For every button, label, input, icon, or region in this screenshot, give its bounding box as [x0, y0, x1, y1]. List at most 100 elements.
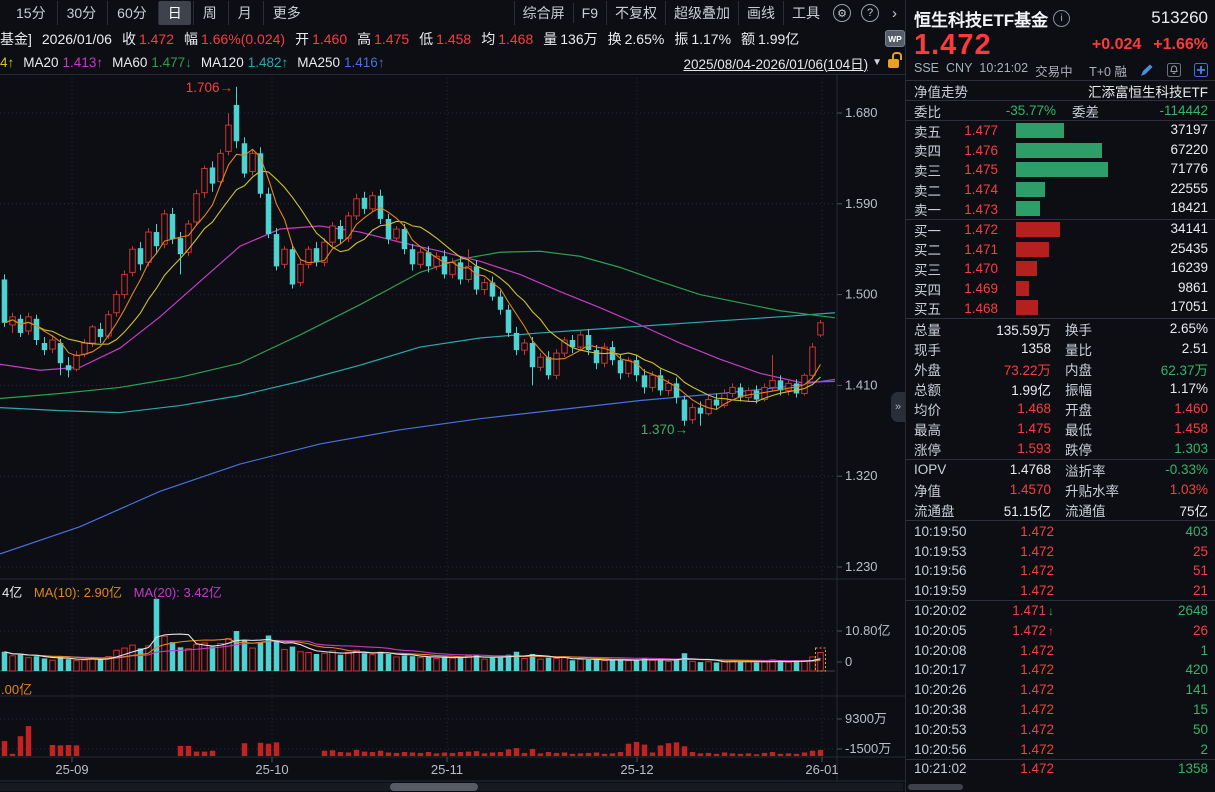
panel-expander-handle[interactable]: » [891, 392, 905, 422]
tool-F9[interactable]: F9 [572, 3, 606, 23]
tick-price: 1.472 [1020, 702, 1054, 717]
fund-full-name: 汇添富恒生科技ETF [1088, 84, 1208, 100]
weibi-label: 委比 [914, 104, 941, 120]
edit-icon[interactable] [1139, 63, 1154, 78]
time-sales-list[interactable]: 10:19:50 1.472 403 10:19:53 1.472 25 10:19:56 1… [906, 521, 1215, 778]
tick-row[interactable]: 10:20:53 1.472 50 [906, 719, 1215, 739]
tab-月[interactable]: 月 [227, 1, 261, 25]
queue-volume-bar [1016, 280, 1029, 296]
tick-price: 1.472 [1020, 563, 1054, 579]
stat-label: 溢折率 [1065, 463, 1106, 479]
stat-value: 1.593 [1017, 441, 1051, 457]
tool-超级叠加[interactable]: 超级叠加 [665, 1, 738, 25]
svg-text:1.410: 1.410 [845, 377, 878, 392]
tick-row[interactable]: 10:20:38 1.472 15 [906, 699, 1215, 719]
tab-15分[interactable]: 15分 [16, 5, 46, 21]
tick-row[interactable]: 10:20:02 1.471 ↓ 2648 [906, 600, 1215, 620]
date-range-control[interactable]: 2025/08/04-2026/01/06(104日) ▼ [683, 52, 905, 73]
tick-row[interactable]: 10:19:50 1.472 403 [906, 521, 1215, 541]
tick-row[interactable]: 10:20:05 1.472 ↑ 26 [906, 620, 1215, 640]
tick-row[interactable]: 10:20:26 1.472 141 [906, 679, 1215, 699]
info-icon[interactable]: i [1053, 9, 1071, 27]
kline-chart-area[interactable]: 1.706→ 1.370→ 1.680 1.590 1.500 1.410 1.320 1.2… [0, 74, 905, 792]
svg-text:0: 0 [845, 654, 852, 669]
stat-value: 1.17% [1169, 381, 1208, 397]
weibi-value: -35.77% [1005, 103, 1056, 118]
svg-text:-1500万: -1500万 [845, 741, 891, 756]
stat-value: 1.468 [1017, 401, 1051, 417]
svg-text:1.320: 1.320 [845, 468, 878, 483]
tick-row[interactable]: 10:20:56 1.472 2 [906, 739, 1215, 759]
alert-bell-icon[interactable] [1166, 63, 1181, 78]
chevron-down-icon[interactable]: ▼ [872, 57, 882, 68]
tick-arrow-icon: ↓ [1048, 604, 1054, 619]
tick-price: 1.472 [1020, 721, 1054, 737]
unlock-icon[interactable] [888, 52, 902, 68]
stat-value: 62.37万 [1160, 362, 1208, 378]
tick-price: 1.472 [1020, 741, 1054, 757]
queue-qty: 34141 [1170, 220, 1208, 236]
tick-row[interactable]: 10:19:56 1.472 51 [906, 561, 1215, 581]
nav-trend-label[interactable]: 净值走势 [914, 84, 968, 100]
tick-row[interactable]: 10:20:08 1.472 1 [906, 640, 1215, 660]
queue-bar-wrap: 17051 [1010, 298, 1208, 318]
tick-row[interactable]: 10:21:02 1.472 1358 [906, 758, 1215, 779]
chevron-right-icon[interactable]: › [892, 4, 897, 22]
tab-日[interactable]: 日 [157, 1, 191, 25]
tool-不复权[interactable]: 不复权 [606, 1, 665, 25]
tab-更多[interactable]: 更多 [262, 1, 310, 25]
tick-qty: 26 [1192, 622, 1208, 638]
tick-price: 1.472 [1020, 662, 1054, 678]
tick-price-wrap: 1.472 [990, 682, 1054, 697]
ma-legend-row: 4↑ MA20 1.413↑ MA60 1.477↓ MA120 1.482↑ MA250 1… [0, 51, 905, 75]
queue-bar-wrap: 67220 [1010, 141, 1208, 161]
svg-text:1.500: 1.500 [845, 287, 878, 302]
gear-icon[interactable]: ⚙ [833, 4, 851, 22]
queue-level-label: 卖三 [914, 163, 941, 179]
quote-item-高: 高 1.475 [357, 30, 410, 47]
ma-prefix: 4↑ [0, 55, 15, 70]
tick-price: 1.472 [1020, 761, 1054, 777]
tick-time: 10:20:02 [914, 603, 967, 619]
bid-row: 买二 1.471 25435 [906, 240, 1215, 260]
stats-row: 总量 135.59万 换手 2.65% [906, 319, 1215, 339]
panel-scrollbar-thumb[interactable] [908, 784, 963, 790]
date-range-text[interactable]: 2025/08/04-2026/01/06(104日) [683, 56, 869, 72]
stat-label: 最高 [914, 422, 941, 438]
tick-price-wrap: 1.472 [990, 544, 1054, 559]
ask-row: 卖一 1.473 18421 [906, 199, 1215, 219]
tick-arrow-icon: ↑ [1048, 623, 1054, 638]
tick-time: 10:20:56 [914, 741, 967, 757]
tab-60分[interactable]: 60分 [107, 1, 156, 25]
quote-item-收: 收 1.472 [121, 30, 175, 47]
volume-ma10-label: MA(10): 2.90亿 [33, 585, 123, 600]
wps-icon[interactable]: WP [885, 30, 905, 47]
queue-volume-bar [1016, 261, 1037, 277]
tool-工具[interactable]: 工具 [783, 1, 828, 25]
ask-row: 卖二 1.474 22555 [906, 180, 1215, 200]
quote-item-低: 低 1.458 [419, 30, 472, 47]
stat-label: 最低 [1065, 422, 1092, 438]
tab-周[interactable]: 周 [192, 1, 226, 25]
tick-qty: 15 [1192, 702, 1208, 717]
kline-chart-svg[interactable]: 1.706→ 1.370→ 1.680 1.590 1.500 1.410 1.320 1.2… [0, 74, 905, 792]
quote-item-幅: 幅 1.66%(0.024) [184, 30, 286, 47]
stat-label: 均价 [914, 402, 941, 418]
help-icon[interactable]: ? [861, 4, 879, 22]
queue-volume-bar [1016, 221, 1060, 237]
queue-price: 1.474 [964, 182, 998, 198]
svg-text:25-09: 25-09 [55, 762, 88, 777]
add-icon[interactable] [1193, 63, 1208, 78]
tool-综合屏[interactable]: 综合屏 [513, 1, 573, 25]
tab-30分[interactable]: 30分 [56, 1, 106, 25]
tick-row[interactable]: 10:20:17 1.472 420 [906, 660, 1215, 680]
stat-value: 1.458 [1174, 421, 1208, 437]
tick-row[interactable]: 10:19:53 1.472 25 [906, 541, 1215, 561]
quote-item-振: 振 1.17% [674, 30, 732, 47]
tool-画线[interactable]: 画线 [738, 1, 783, 25]
chart-scrollbar-thumb[interactable] [390, 783, 478, 791]
quote-item-换: 换 2.65% [607, 30, 665, 47]
tick-row[interactable]: 10:19:59 1.472 21 [906, 580, 1215, 600]
queue-bar-wrap: 37197 [1010, 121, 1208, 141]
queue-price: 1.471 [964, 241, 998, 257]
